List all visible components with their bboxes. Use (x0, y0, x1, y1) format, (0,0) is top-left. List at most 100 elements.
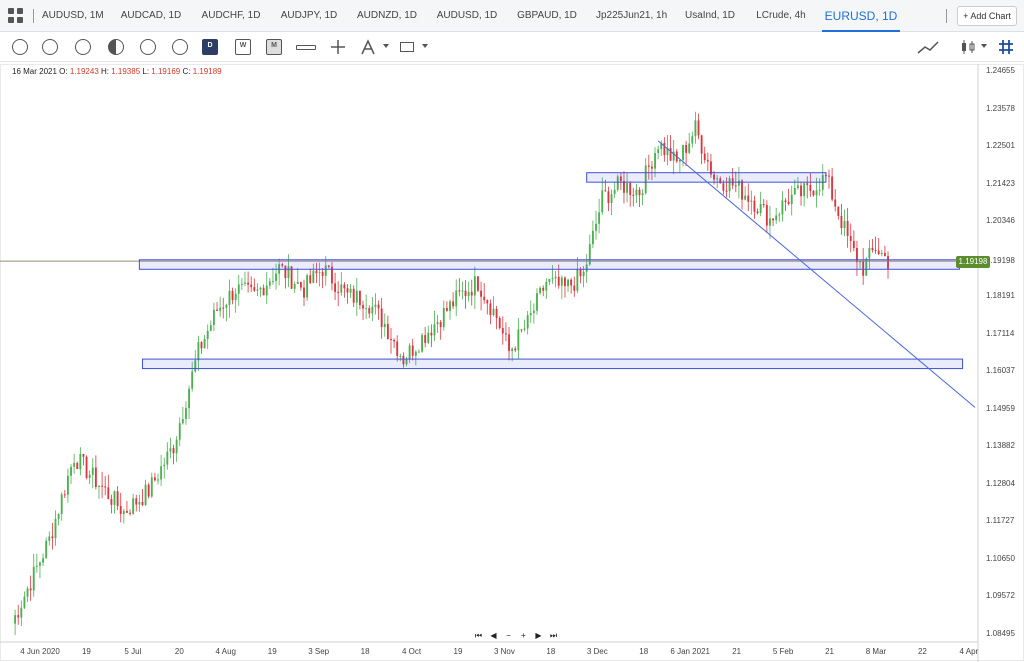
jump-start-button[interactable]: ⏮ (474, 631, 483, 640)
candle-body (601, 190, 604, 213)
candle-body (35, 565, 38, 567)
time-tick-label: 19 (453, 647, 463, 656)
candle-body (458, 290, 461, 292)
calendar-m-icon[interactable]: M (266, 39, 282, 55)
candle-body (399, 355, 402, 357)
candle-body (175, 439, 178, 454)
candle-body (88, 474, 91, 479)
candle-body (303, 287, 305, 298)
clock-icon[interactable] (12, 39, 28, 55)
candle-body (116, 491, 119, 507)
candle-body (579, 269, 582, 277)
tab-usaind-1d[interactable]: UsaInd, 1D (684, 10, 736, 21)
price-tick-label: 1.13882 (986, 441, 1015, 451)
candle-body (390, 338, 392, 340)
candle-body (147, 484, 150, 497)
tab-gbpaud-1d[interactable]: GBPAUD, 1D (517, 10, 577, 21)
candle-body (629, 183, 632, 195)
chevron-down-icon[interactable] (383, 44, 389, 48)
candle-body (517, 329, 520, 351)
candle-body (713, 174, 715, 180)
candle-body (449, 301, 451, 311)
candle-body (17, 615, 20, 618)
tab-audchf-1d[interactable]: AUDCHF, 1D (201, 10, 261, 21)
tab-lcrude-4h[interactable]: LCrude, 4h (756, 10, 806, 21)
candle-body (682, 144, 684, 160)
candle-body (219, 307, 222, 311)
candle-body (194, 360, 197, 372)
candle-body (685, 144, 688, 153)
jump-end-button[interactable]: ⏭ (549, 631, 558, 640)
zoom-out-button[interactable]: − (506, 631, 511, 640)
candle-body (809, 185, 812, 191)
candle-body (20, 607, 23, 618)
line-chart-icon[interactable] (917, 39, 939, 55)
candle-body (455, 290, 458, 307)
zoom-in-button[interactable]: + (521, 631, 526, 640)
candle-body (734, 185, 737, 187)
candle-body (253, 287, 256, 291)
candle-body (368, 308, 371, 314)
tab-audusd-1m[interactable]: AUDUSD, 1M (42, 10, 104, 21)
candle-body (63, 494, 66, 496)
candle-body (793, 187, 796, 195)
candle-body (641, 193, 644, 196)
tab-eurusd-1d[interactable]: EURUSD, 1D (822, 0, 900, 32)
candle-body (756, 211, 759, 214)
candle-body (787, 201, 790, 204)
half-circle-icon[interactable] (108, 39, 124, 55)
crosshair-icon[interactable] (330, 39, 346, 55)
clock-icon[interactable] (75, 39, 91, 55)
candle-body (672, 151, 675, 161)
scroll-right-button[interactable]: ▶ (535, 631, 542, 640)
calendar-d-icon[interactable]: D (202, 39, 218, 55)
time-tick-label: 6 Jan 2021 (670, 647, 710, 656)
candle-body (380, 308, 383, 328)
candles-icon[interactable] (960, 39, 976, 55)
candle-body (244, 282, 246, 284)
candle-body (588, 244, 591, 265)
candle-body (287, 266, 290, 279)
candle-body (424, 335, 427, 343)
clock-icon[interactable] (42, 39, 58, 55)
layout-grid-icon[interactable] (8, 8, 24, 24)
draw-icon[interactable] (360, 39, 376, 55)
tab-audcad-1d[interactable]: AUDCAD, 1D (120, 10, 182, 21)
candle-body (299, 281, 302, 288)
price-chart[interactable] (0, 62, 1024, 662)
time-tick-label: 21 (825, 647, 834, 656)
measure-icon[interactable] (296, 45, 316, 50)
chevron-down-icon[interactable] (422, 44, 428, 48)
candle-body (598, 212, 601, 224)
candle-body (461, 290, 464, 292)
candle-body (775, 215, 778, 221)
candle-body (321, 272, 324, 276)
calendar-w-icon[interactable]: W (235, 39, 251, 55)
candle-body (504, 333, 507, 335)
candle-body (309, 275, 312, 283)
candle-body (265, 285, 268, 296)
candle-body (39, 562, 41, 566)
candle-body (737, 180, 740, 186)
tab-audjpy-1d[interactable]: AUDJPY, 1D (280, 10, 338, 21)
rectangle-icon[interactable] (400, 42, 414, 52)
candle-body (421, 335, 423, 352)
candle-body (14, 615, 17, 624)
candle-body (542, 287, 545, 291)
candle-body (42, 558, 44, 563)
grid-icon[interactable] (998, 39, 1014, 55)
timeframe-icon[interactable] (172, 39, 188, 55)
scroll-left-button[interactable]: ◀ (490, 631, 497, 640)
tab-audnzd-1d[interactable]: AUDNZD, 1D (356, 10, 417, 21)
candle-body (852, 241, 855, 248)
candle-body (228, 290, 231, 305)
candle-body (54, 518, 57, 539)
tab-audusd-1d[interactable]: AUDUSD, 1D (436, 10, 498, 21)
tab-jp225jun21-1h[interactable]: Jp225Jun21, 1h (596, 10, 668, 21)
timeframe-icon[interactable] (140, 39, 156, 55)
candle-body (750, 200, 753, 202)
add-chart-button[interactable]: + Add Chart (957, 6, 1017, 26)
candle-body (831, 176, 834, 200)
candle-body (800, 185, 802, 197)
chevron-down-icon[interactable] (981, 44, 987, 48)
